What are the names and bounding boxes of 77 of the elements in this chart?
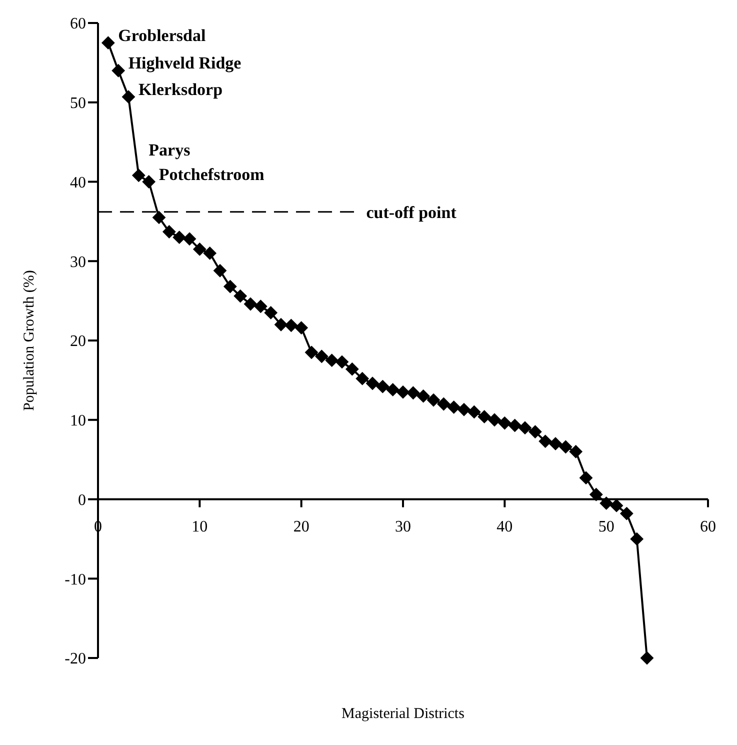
- point: [244, 297, 257, 310]
- point: [294, 321, 308, 334]
- ref-line-label: cut-off point: [366, 202, 457, 222]
- x-tick-label: 40: [496, 518, 513, 536]
- point: [427, 394, 440, 407]
- point: [610, 499, 623, 512]
- point: [102, 36, 115, 50]
- y-tick-label: 40: [70, 174, 86, 192]
- point: [284, 318, 298, 332]
- point: [518, 421, 532, 434]
- point: [315, 350, 328, 363]
- point: [325, 354, 338, 367]
- point: [458, 403, 470, 416]
- x-tick-label: 50: [598, 518, 614, 536]
- point: [172, 230, 186, 244]
- y-tick-label: 60: [70, 16, 86, 33]
- x-axis-title: Magisterial Districts: [340, 706, 466, 723]
- x-tick-label: 30: [395, 518, 411, 536]
- y-axis-title: Population Growth (%): [21, 270, 38, 411]
- point: [386, 383, 400, 396]
- point: [447, 400, 460, 414]
- point: [538, 434, 552, 448]
- point: [234, 290, 247, 303]
- point: [590, 488, 603, 501]
- point: [416, 390, 430, 403]
- point: [122, 90, 135, 104]
- y-tick-label: -10: [64, 571, 86, 588]
- point: [376, 380, 390, 394]
- annotation: Groblersdal: [118, 26, 206, 45]
- point: [264, 306, 278, 320]
- y-tick-label: 20: [70, 333, 86, 350]
- point: [580, 471, 592, 484]
- point: [224, 280, 237, 294]
- point: [162, 225, 176, 238]
- point: [254, 300, 268, 313]
- point: [112, 64, 125, 78]
- point: [203, 246, 216, 260]
- point: [549, 437, 562, 450]
- y-tick-label: 50: [70, 95, 86, 112]
- point: [346, 362, 359, 376]
- annotation: Potchefstroom: [158, 164, 264, 184]
- point: [214, 264, 226, 278]
- point: [183, 232, 196, 246]
- point: [274, 318, 288, 332]
- annotation: Parys: [148, 140, 191, 160]
- point: [193, 242, 206, 256]
- y-tick-label: 30: [70, 254, 86, 271]
- point: [142, 175, 156, 188]
- x-tick-label: 20: [293, 518, 310, 536]
- point: [640, 652, 654, 664]
- point: [366, 376, 379, 390]
- y-tick-label: 0: [78, 492, 86, 509]
- point: [559, 440, 572, 454]
- y-tick-label: 10: [70, 412, 86, 430]
- annotation: Klerksdorp: [138, 80, 223, 99]
- point: [569, 445, 582, 458]
- y-tick-label: -20: [64, 650, 86, 668]
- point: [406, 386, 420, 400]
- point: [336, 355, 348, 368]
- point: [437, 398, 450, 410]
- point: [630, 532, 644, 546]
- point: [305, 346, 318, 359]
- point: [468, 405, 481, 418]
- point: [528, 425, 542, 438]
- point: [396, 386, 410, 399]
- x-tick-label: 10: [192, 518, 208, 536]
- point: [356, 372, 369, 386]
- point: [488, 413, 501, 426]
- point: [600, 496, 613, 510]
- point: [498, 416, 512, 430]
- point: [620, 507, 634, 520]
- annotation: Highveld Ridge: [128, 54, 242, 73]
- x-tick-label: 60: [700, 518, 716, 536]
- point: [152, 210, 166, 224]
- point: [132, 168, 146, 182]
- point: [508, 418, 522, 432]
- point: [478, 410, 491, 424]
